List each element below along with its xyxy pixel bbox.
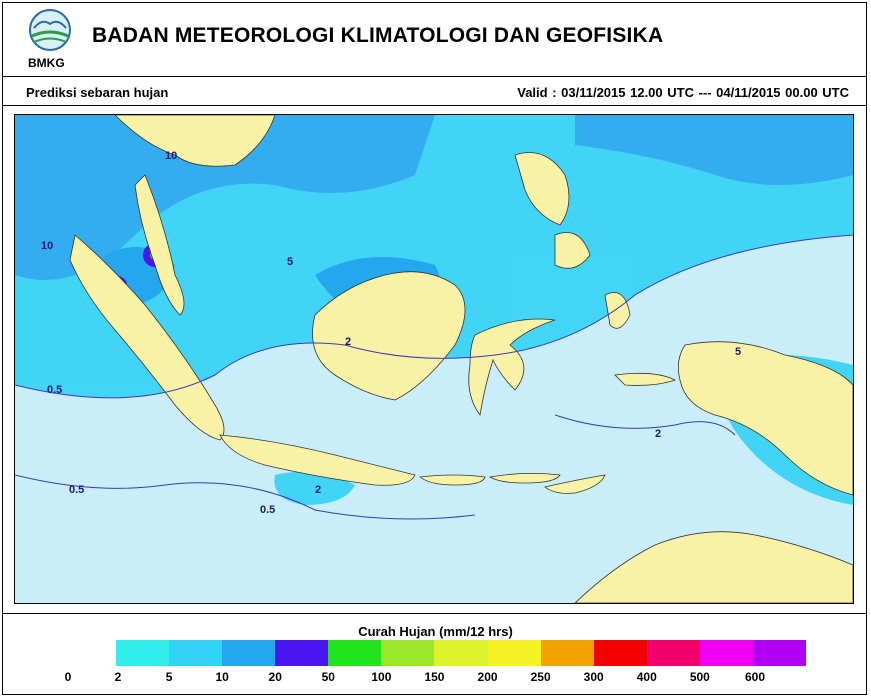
agency-title: BADAN METEOROLOGI KLIMATOLOGI DAN GEOFIS… [92,24,664,47]
legend-label: 50 [321,670,335,684]
legend-swatch [116,640,170,666]
legend-label: 400 [636,670,657,684]
legend-swatch [487,640,541,666]
legend-label: 20 [268,670,282,684]
divider [3,613,866,614]
legend-swatch [222,640,276,666]
map-subtitle: Prediksi sebaran hujan [26,85,169,100]
contour-label: 0.5 [69,484,84,496]
valid-period: Valid : 03/11/2015 12.00 UTC --- 04/11/2… [517,85,849,100]
bmkg-logo [29,9,71,51]
legend-label: 200 [477,670,498,684]
rainfall-map: 0.5 0.5 0.5 2 2 2 5 5 10 10 [14,114,854,604]
divider [3,76,866,77]
legend-swatch [752,640,807,666]
contour-label: 5 [287,256,293,268]
legend-label: 2 [114,670,122,684]
legend-swatch [275,640,329,666]
legend-label: 0 [64,670,72,684]
legend-title: Curah Hujan (mm/12 hrs) [358,624,513,639]
legend-swatch [540,640,594,666]
contour-label: 5 [735,346,741,358]
divider [3,105,866,106]
legend-swatch [699,640,753,666]
legend-swatch [381,640,435,666]
contour-label: 2 [315,484,321,496]
contour-label: 0.5 [47,384,62,396]
legend-swatch [328,640,382,666]
contour-label: 10 [165,150,177,162]
legend-label: 300 [583,670,604,684]
legend-label: 10 [215,670,229,684]
color-scale [116,640,807,666]
legend-swatch [593,640,647,666]
legend-label: 100 [371,670,392,684]
legend-label: 500 [689,670,710,684]
legend-swatch [646,640,700,666]
contour-label: 2 [345,336,351,348]
legend-swatch [434,640,488,666]
contour-label: 0.5 [260,504,275,516]
scale-labels: 0 2 5 10 20 50 100 150 200 250 300 400 500 600 [0,670,871,686]
legend-label: 5 [165,670,173,684]
legend-label: 250 [530,670,551,684]
contour-label: 2 [655,428,661,440]
legend-label: 150 [424,670,445,684]
logo-label: BMKG [28,56,65,70]
legend-label: 600 [744,670,766,684]
contour-label: 10 [41,240,53,252]
legend-swatch [169,640,223,666]
